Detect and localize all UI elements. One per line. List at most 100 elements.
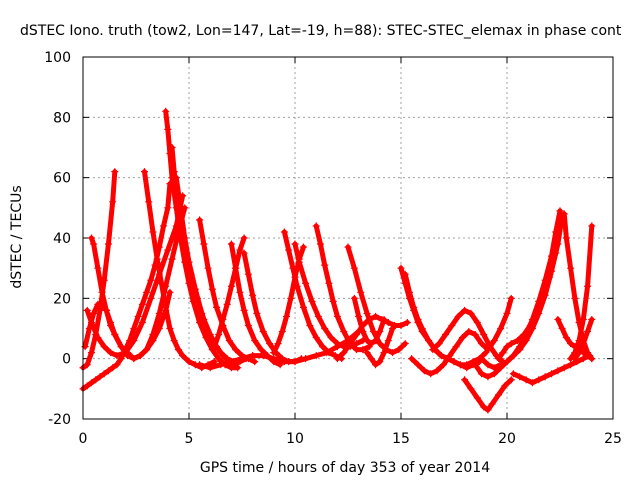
data-point-marker xyxy=(168,255,176,263)
data-point-marker xyxy=(289,264,297,272)
data-point-marker xyxy=(478,370,486,378)
data-point-marker xyxy=(263,352,271,360)
data-point-marker xyxy=(316,240,324,248)
series-line xyxy=(568,223,595,362)
data-point-marker xyxy=(363,337,371,345)
data-point-marker xyxy=(389,325,397,332)
data-point-marker xyxy=(584,328,592,336)
data-point-marker xyxy=(384,318,392,326)
data-point-marker xyxy=(507,294,515,302)
data-point-marker xyxy=(185,358,193,366)
data-point-marker xyxy=(467,309,475,317)
series xyxy=(87,204,189,363)
data-point-marker xyxy=(497,361,505,369)
data-point-marker xyxy=(327,334,335,342)
data-point-marker xyxy=(539,294,547,302)
data-point-marker xyxy=(484,361,492,369)
data-point-marker xyxy=(83,306,91,314)
data-point-marker xyxy=(164,246,172,254)
data-point-marker xyxy=(83,361,91,369)
y-tick-label: 60 xyxy=(53,171,71,187)
data-point-marker xyxy=(495,355,503,363)
data-point-marker xyxy=(206,364,214,372)
data-point-marker xyxy=(213,303,221,311)
data-point-marker xyxy=(522,376,530,384)
chart-title: dSTEC Iono. truth (tow2, Lon=147, Lat=-1… xyxy=(20,23,622,39)
data-point-marker xyxy=(107,349,115,357)
data-point-marker xyxy=(350,294,358,302)
data-point-marker xyxy=(363,349,371,357)
data-point-marker xyxy=(236,246,244,254)
data-point-marker xyxy=(276,361,284,369)
data-point-marker xyxy=(509,352,517,360)
data-point-marker xyxy=(556,207,564,215)
data-point-marker xyxy=(397,264,405,272)
data-point-marker xyxy=(403,318,411,326)
data-point-marker xyxy=(238,352,246,360)
x-tick-label: 20 xyxy=(498,431,516,447)
series-line xyxy=(228,241,283,368)
data-point-marker xyxy=(149,228,157,236)
data-point-marker xyxy=(297,355,305,363)
x-tick-label: 10 xyxy=(286,431,304,447)
data-point-marker xyxy=(244,355,252,363)
data-point-marker xyxy=(253,309,261,317)
data-point-marker xyxy=(329,297,337,305)
y-tick-label: 0 xyxy=(62,352,71,368)
data-point-marker xyxy=(372,361,380,369)
data-point-marker xyxy=(138,318,146,326)
data-point-marker xyxy=(433,367,441,375)
data-point-marker xyxy=(545,273,553,281)
data-point-marker xyxy=(588,355,596,363)
data-point-marker xyxy=(346,340,354,348)
data-point-marker xyxy=(429,346,437,354)
data-point-marker xyxy=(571,294,579,302)
series xyxy=(350,294,388,348)
data-point-marker xyxy=(437,352,445,360)
data-point-marker xyxy=(397,321,405,329)
data-point-marker xyxy=(121,349,129,357)
data-point-marker xyxy=(314,312,322,320)
data-point-marker xyxy=(380,349,388,357)
data-point-marker xyxy=(155,309,163,317)
data-point-marker xyxy=(446,352,454,360)
data-point-marker xyxy=(503,343,511,351)
data-point-marker xyxy=(584,349,592,357)
data-point-marker xyxy=(149,331,157,339)
data-point-marker xyxy=(104,240,112,248)
data-point-marker xyxy=(227,282,235,290)
data-point-marker xyxy=(554,240,562,248)
series xyxy=(240,249,305,366)
series xyxy=(560,210,596,363)
data-point-marker xyxy=(90,309,98,317)
data-point-marker xyxy=(325,349,333,357)
data-point-marker xyxy=(299,243,307,251)
data-point-marker xyxy=(350,264,358,272)
x-tick-label: 5 xyxy=(185,431,194,447)
data-point-marker xyxy=(312,352,320,360)
data-point-marker xyxy=(579,315,587,323)
data-point-marker xyxy=(130,355,138,363)
data-point-marker xyxy=(191,285,199,293)
data-point-marker xyxy=(107,321,115,329)
data-point-marker xyxy=(162,303,170,311)
data-point-marker xyxy=(384,337,392,345)
data-point-marker xyxy=(461,306,469,314)
data-point-marker xyxy=(87,349,95,357)
data-point-marker xyxy=(435,340,443,348)
data-point-marker xyxy=(507,376,515,384)
data-point-marker xyxy=(367,340,375,348)
data-point-marker xyxy=(217,349,225,357)
data-point-marker xyxy=(376,358,384,366)
data-point-marker xyxy=(418,325,426,332)
data-point-marker xyxy=(117,343,125,351)
data-point-marker xyxy=(488,400,496,408)
series xyxy=(79,180,174,393)
data-point-marker xyxy=(495,391,503,399)
data-point-marker xyxy=(503,358,511,366)
data-point-marker xyxy=(266,340,274,348)
data-point-marker xyxy=(473,394,481,402)
data-point-marker xyxy=(200,240,208,248)
data-point-marker xyxy=(533,309,541,317)
data-point-marker xyxy=(164,125,172,133)
